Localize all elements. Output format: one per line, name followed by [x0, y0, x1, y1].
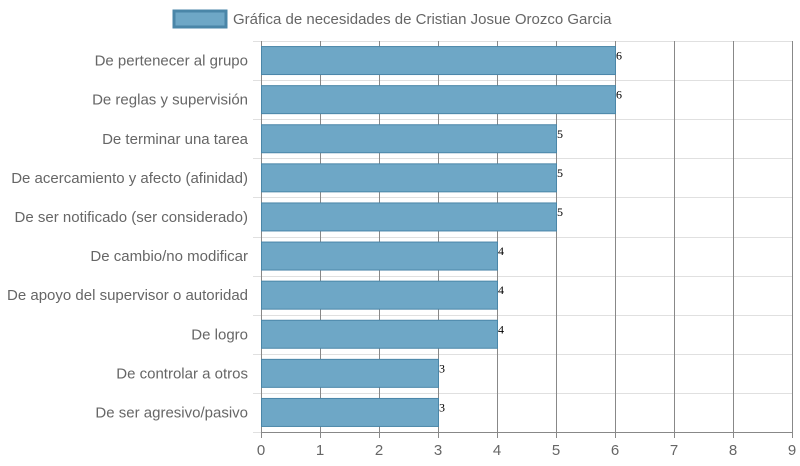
category-label: De reglas y supervisión [92, 92, 248, 109]
x-tick-label: 4 [493, 442, 501, 459]
bar[interactable] [261, 280, 498, 310]
category-label: De cambio/no modificar [90, 248, 248, 265]
category-label: De logro [191, 326, 248, 343]
category-label: De controlar a otros [116, 365, 248, 382]
x-tick-label: 2 [375, 442, 383, 459]
data-label: 6 [616, 88, 622, 102]
bar[interactable] [261, 397, 439, 427]
category-label: De pertenecer al grupo [95, 53, 248, 70]
x-tick-label: 6 [611, 442, 619, 459]
category-label: De ser agresivo/pasivo [95, 404, 248, 421]
data-label: 5 [557, 205, 563, 219]
x-tick-label: 7 [670, 442, 678, 459]
data-label: 4 [498, 322, 504, 336]
bar[interactable] [261, 163, 557, 193]
x-tick-label: 8 [729, 442, 737, 459]
bar[interactable] [261, 241, 498, 271]
category-label: De ser notificado (ser considerado) [15, 209, 248, 226]
x-tick-label: 0 [257, 442, 265, 459]
legend-label: Gráfica de necesidades de Cristian Josue… [233, 11, 612, 28]
data-label: 4 [498, 244, 504, 258]
bar[interactable] [261, 319, 498, 349]
data-label: 5 [557, 166, 563, 180]
data-label: 3 [439, 361, 445, 375]
data-label: 3 [439, 400, 445, 414]
axes: 0 1 2 3 4 5 6 7 8 9 [257, 432, 796, 459]
legend-swatch [172, 9, 228, 29]
x-tick-label: 3 [434, 442, 442, 459]
category-label: De acercamiento y afecto (afinidad) [11, 170, 248, 187]
labels: De pertenecer al grupo 6 De reglas y super… [7, 49, 622, 422]
bar[interactable] [261, 85, 616, 115]
bar[interactable] [261, 358, 439, 388]
bar[interactable] [261, 46, 616, 76]
data-label: 6 [616, 49, 622, 63]
bar[interactable] [261, 202, 557, 232]
category-label: De terminar una tarea [102, 131, 249, 148]
category-label: De apoyo del supervisor o autoridad [7, 287, 248, 304]
bar[interactable] [261, 124, 557, 154]
bars [261, 46, 616, 427]
data-label: 5 [557, 127, 563, 141]
x-tick-label: 9 [788, 442, 796, 459]
data-label: 4 [498, 283, 504, 297]
legend[interactable]: Gráfica de necesidades de Cristian Josue… [172, 9, 612, 29]
x-tick-label: 1 [316, 442, 324, 459]
x-tick-label: 5 [552, 442, 560, 459]
